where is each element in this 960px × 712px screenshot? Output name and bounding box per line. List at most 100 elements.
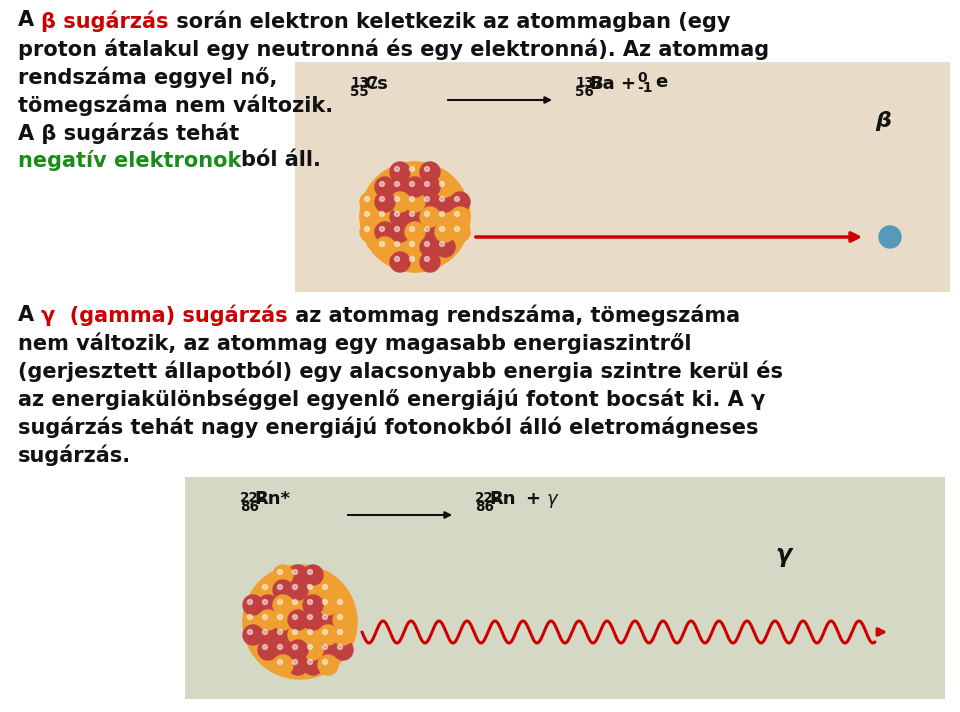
Circle shape xyxy=(288,565,308,585)
Circle shape xyxy=(333,640,353,660)
Circle shape xyxy=(410,211,415,216)
Circle shape xyxy=(450,207,470,227)
Circle shape xyxy=(879,226,901,248)
Text: negatív elektronok: negatív elektronok xyxy=(18,150,241,171)
Circle shape xyxy=(405,252,425,272)
Circle shape xyxy=(303,655,323,675)
Circle shape xyxy=(277,600,282,604)
Text: sugárzás tehát nagy energiájú fotonokból álló eletromágneses: sugárzás tehát nagy energiájú fotonokból… xyxy=(18,417,758,439)
Circle shape xyxy=(365,197,370,201)
Circle shape xyxy=(360,222,380,242)
Circle shape xyxy=(420,222,440,242)
Circle shape xyxy=(405,192,425,212)
Circle shape xyxy=(288,625,308,645)
Text: Rn*: Rn* xyxy=(254,490,290,508)
Circle shape xyxy=(375,222,395,242)
Circle shape xyxy=(318,610,338,630)
Circle shape xyxy=(262,600,268,604)
Circle shape xyxy=(379,226,385,231)
Circle shape xyxy=(454,226,460,231)
Text: 86: 86 xyxy=(240,500,259,514)
Text: az energiakülönbséggel egyenlő energiájú fotont bocsát ki. A γ: az energiakülönbséggel egyenlő energiájú… xyxy=(18,389,765,411)
Circle shape xyxy=(273,595,293,615)
Circle shape xyxy=(410,241,415,246)
Circle shape xyxy=(262,644,268,649)
Text: 55: 55 xyxy=(350,85,369,99)
Circle shape xyxy=(435,207,455,227)
Circle shape xyxy=(243,595,263,615)
Circle shape xyxy=(390,192,410,212)
Circle shape xyxy=(288,610,308,630)
Circle shape xyxy=(323,644,327,649)
Circle shape xyxy=(262,585,268,590)
Circle shape xyxy=(277,659,282,664)
Text: 56: 56 xyxy=(575,85,593,99)
Circle shape xyxy=(390,177,410,197)
Circle shape xyxy=(293,644,298,649)
Circle shape xyxy=(262,614,268,619)
Text: ból áll.: ból áll. xyxy=(241,150,322,170)
Circle shape xyxy=(323,614,327,619)
Circle shape xyxy=(360,192,380,212)
Text: e: e xyxy=(655,73,667,91)
Circle shape xyxy=(318,655,338,675)
Circle shape xyxy=(262,629,268,634)
Circle shape xyxy=(273,625,293,645)
Circle shape xyxy=(307,659,313,664)
Circle shape xyxy=(277,570,282,575)
FancyBboxPatch shape xyxy=(185,477,945,699)
Circle shape xyxy=(440,197,444,201)
Circle shape xyxy=(303,625,323,645)
Text: proton átalakul egy neutronná és egy elektronná). Az atommag: proton átalakul egy neutronná és egy ele… xyxy=(18,38,769,60)
Circle shape xyxy=(390,162,410,182)
Circle shape xyxy=(410,197,415,201)
Circle shape xyxy=(424,182,429,187)
Circle shape xyxy=(390,207,410,227)
Circle shape xyxy=(323,629,327,634)
Circle shape xyxy=(293,600,298,604)
Circle shape xyxy=(390,252,410,272)
Circle shape xyxy=(303,610,323,630)
Circle shape xyxy=(365,211,370,216)
Circle shape xyxy=(424,167,429,172)
Text: nem változik, az atommag egy magasabb energiaszintről: nem változik, az atommag egy magasabb en… xyxy=(18,333,691,355)
Circle shape xyxy=(405,162,425,182)
Circle shape xyxy=(420,177,440,197)
Circle shape xyxy=(307,585,313,590)
Circle shape xyxy=(293,629,298,634)
Circle shape xyxy=(435,237,455,257)
Circle shape xyxy=(293,614,298,619)
Circle shape xyxy=(410,167,415,172)
Circle shape xyxy=(303,565,323,585)
Circle shape xyxy=(318,580,338,600)
Text: β: β xyxy=(875,111,891,131)
Circle shape xyxy=(333,625,353,645)
Circle shape xyxy=(395,211,399,216)
Circle shape xyxy=(248,614,252,619)
Circle shape xyxy=(318,625,338,645)
Circle shape xyxy=(258,595,278,615)
Circle shape xyxy=(390,237,410,257)
Circle shape xyxy=(424,197,429,201)
Text: β sugárzás: β sugárzás xyxy=(41,10,169,31)
Circle shape xyxy=(420,252,440,272)
Circle shape xyxy=(277,629,282,634)
Circle shape xyxy=(420,237,440,257)
Circle shape xyxy=(338,644,343,649)
Circle shape xyxy=(360,162,470,272)
Text: 0: 0 xyxy=(637,71,647,85)
Circle shape xyxy=(338,614,343,619)
Circle shape xyxy=(333,610,353,630)
Text: 222: 222 xyxy=(475,491,503,505)
Circle shape xyxy=(307,629,313,634)
Circle shape xyxy=(277,614,282,619)
Circle shape xyxy=(405,237,425,257)
Text: (gerjesztett állapotból) egy alacsonyabb energia szintre kerül és: (gerjesztett állapotból) egy alacsonyabb… xyxy=(18,361,783,382)
Circle shape xyxy=(424,211,429,216)
Circle shape xyxy=(258,625,278,645)
Circle shape xyxy=(395,167,399,172)
Circle shape xyxy=(258,580,278,600)
Circle shape xyxy=(420,207,440,227)
Text: 222: 222 xyxy=(240,491,268,505)
Circle shape xyxy=(243,610,263,630)
